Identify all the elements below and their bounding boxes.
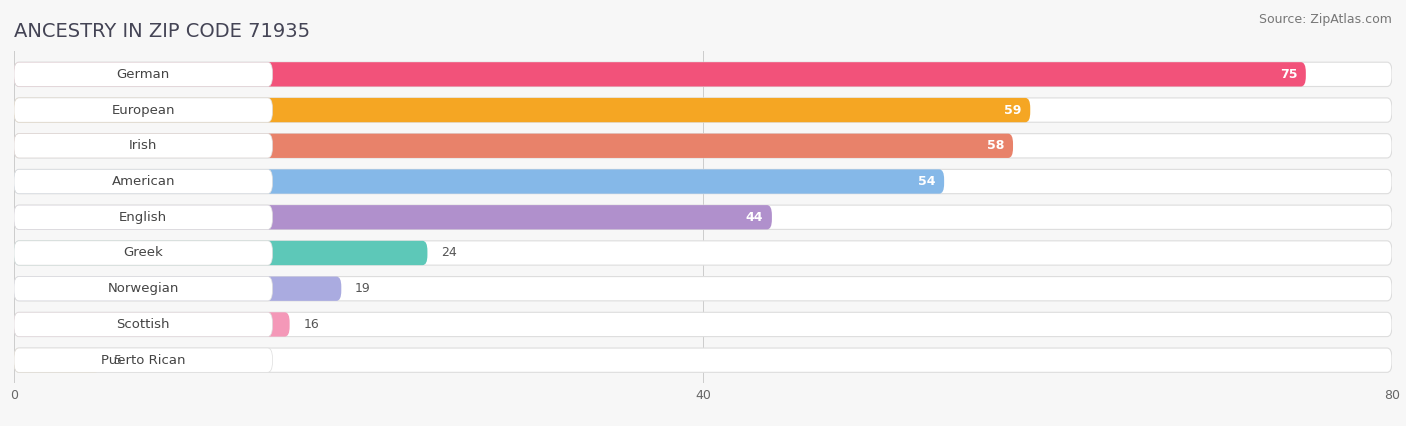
FancyBboxPatch shape [14, 312, 1392, 337]
FancyBboxPatch shape [14, 134, 273, 158]
Text: 75: 75 [1279, 68, 1298, 81]
FancyBboxPatch shape [14, 312, 290, 337]
Text: 59: 59 [1004, 104, 1022, 117]
FancyBboxPatch shape [14, 348, 100, 372]
FancyBboxPatch shape [14, 98, 273, 122]
Text: 5: 5 [114, 354, 122, 367]
FancyBboxPatch shape [14, 276, 342, 301]
FancyBboxPatch shape [14, 62, 1392, 86]
FancyBboxPatch shape [14, 205, 1392, 230]
FancyBboxPatch shape [14, 241, 1392, 265]
FancyBboxPatch shape [14, 134, 1012, 158]
FancyBboxPatch shape [14, 98, 1392, 122]
FancyBboxPatch shape [14, 348, 273, 372]
Text: Greek: Greek [124, 247, 163, 259]
Text: 16: 16 [304, 318, 319, 331]
Text: Norwegian: Norwegian [107, 282, 179, 295]
Text: ANCESTRY IN ZIP CODE 71935: ANCESTRY IN ZIP CODE 71935 [14, 22, 311, 41]
FancyBboxPatch shape [14, 98, 1031, 122]
Text: 54: 54 [918, 175, 935, 188]
Text: 24: 24 [441, 247, 457, 259]
FancyBboxPatch shape [14, 205, 772, 230]
Text: Source: ZipAtlas.com: Source: ZipAtlas.com [1258, 13, 1392, 26]
FancyBboxPatch shape [14, 170, 273, 194]
FancyBboxPatch shape [14, 170, 1392, 194]
Text: German: German [117, 68, 170, 81]
FancyBboxPatch shape [14, 241, 273, 265]
Text: European: European [111, 104, 174, 117]
Text: Irish: Irish [129, 139, 157, 153]
Text: 19: 19 [356, 282, 371, 295]
Text: 44: 44 [745, 211, 763, 224]
FancyBboxPatch shape [14, 276, 1392, 301]
FancyBboxPatch shape [14, 134, 1392, 158]
FancyBboxPatch shape [14, 62, 1306, 86]
FancyBboxPatch shape [14, 241, 427, 265]
FancyBboxPatch shape [14, 205, 273, 230]
Text: Puerto Rican: Puerto Rican [101, 354, 186, 367]
Text: Scottish: Scottish [117, 318, 170, 331]
FancyBboxPatch shape [14, 62, 273, 86]
FancyBboxPatch shape [14, 312, 273, 337]
FancyBboxPatch shape [14, 276, 273, 301]
FancyBboxPatch shape [14, 348, 1392, 372]
Text: 58: 58 [987, 139, 1004, 153]
Text: American: American [111, 175, 174, 188]
FancyBboxPatch shape [14, 170, 945, 194]
Text: English: English [120, 211, 167, 224]
